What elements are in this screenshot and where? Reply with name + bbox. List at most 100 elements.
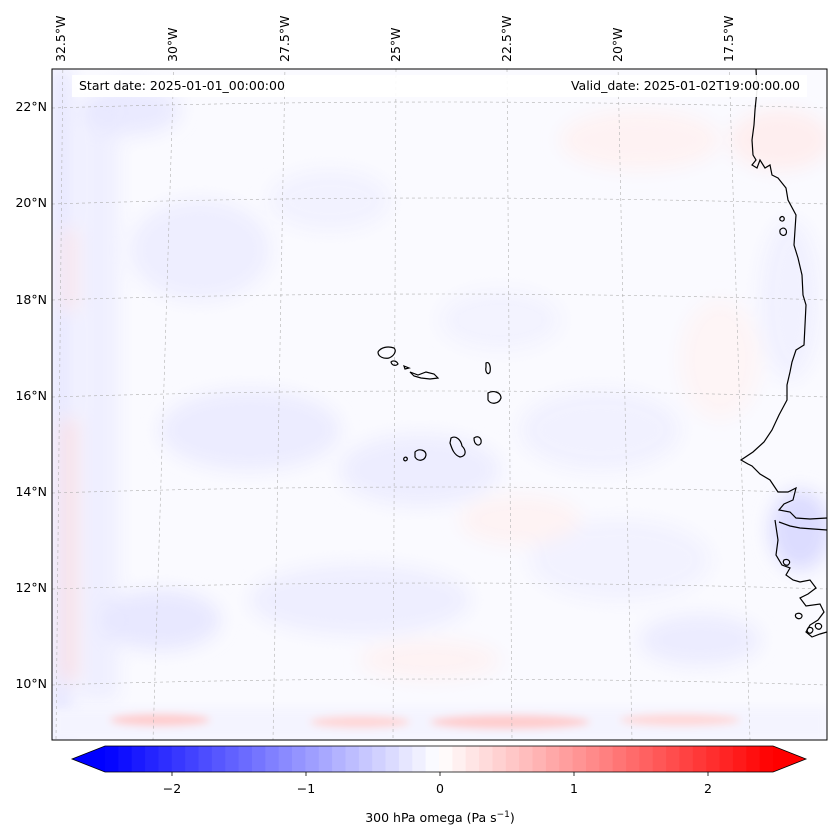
- colorbar-cell: [465, 746, 480, 772]
- lat-label-20n: 20°N: [15, 195, 47, 210]
- africa-coastline: [739, 69, 827, 520]
- coastlines: [377, 69, 827, 638]
- meridian-line: [272, 69, 286, 740]
- lat-label-12n: 12°N: [15, 580, 47, 595]
- colorbar-cell: [479, 746, 494, 772]
- omega-bottom-band: [52, 708, 827, 740]
- colorbar-cell: [706, 746, 721, 772]
- colorbar-cell: [639, 746, 654, 772]
- colorbar-cell: [679, 746, 694, 772]
- lon-label-27-5w: 27.5°W: [277, 16, 292, 62]
- colorbar-cell: [198, 746, 213, 772]
- island-sao-nicolau: [409, 371, 440, 380]
- meridian-line: [617, 69, 633, 740]
- colorbar-cell: [118, 746, 133, 772]
- cbar-label-m1: −1: [297, 781, 315, 796]
- lon-label-30w: 30°W: [165, 27, 180, 62]
- colorbar-cell: [505, 746, 520, 772]
- graticule: [52, 69, 827, 740]
- colorbar-cell: [652, 746, 667, 772]
- colorbar-cell: [425, 746, 440, 772]
- coast-island-4: [779, 227, 788, 236]
- colorbar-cell: [519, 746, 534, 772]
- colorbar-title-close: ): [510, 810, 515, 825]
- colorbar-cell: [345, 746, 360, 772]
- valid-date-label: Valid_date: 2025-01-02T19:00:00.00: [571, 78, 800, 93]
- parallel-line: [52, 197, 827, 205]
- colorbar-ticks: [171, 772, 709, 776]
- island-sao-vicente: [390, 360, 399, 366]
- island-maio: [473, 436, 482, 446]
- cbar-label-1: 1: [570, 781, 578, 796]
- colorbar-cell: [225, 746, 240, 772]
- colorbar-cell: [666, 746, 681, 772]
- colorbar-cell: [131, 746, 146, 772]
- colorbar-cell: [626, 746, 640, 772]
- coast-island-5: [779, 215, 785, 222]
- parallel-line: [52, 486, 827, 494]
- colorbar-min-extend: [72, 746, 105, 772]
- colorbar-cell: [145, 746, 160, 772]
- meridian-line: [55, 69, 64, 740]
- coast-island-2: [814, 622, 823, 630]
- colorbar-cell: [265, 746, 280, 772]
- cbar-label-m2: −2: [163, 781, 181, 796]
- map-frame: [51, 68, 828, 741]
- colorbar-title-main: 300 hPa omega (Pa s: [365, 810, 496, 825]
- colorbar-cell: [572, 746, 587, 772]
- parallel-line: [52, 678, 827, 686]
- colorbar: −2 −1 0 1 2 300 hPa omega (Pa s−1): [70, 745, 808, 825]
- bijagos-island: [782, 558, 791, 566]
- colorbar-cell: [238, 746, 253, 772]
- longitude-labels: 32.5°W 30°W 27.5°W 25°W 22.5°W 20°W 17.5…: [53, 16, 736, 62]
- island-sal: [485, 361, 491, 375]
- map-panel: Start date: 2025-01-01_00:00:00 Valid_da…: [51, 68, 828, 741]
- colorbar-cell: [278, 746, 293, 772]
- lat-label-18n: 18°N: [15, 292, 47, 307]
- lat-label-22n: 22°N: [15, 99, 47, 114]
- cbar-label-0: 0: [436, 781, 444, 796]
- island-brava: [403, 456, 408, 462]
- omega-field: [52, 69, 827, 740]
- colorbar-cells: [72, 746, 806, 772]
- lon-label-17-5w: 17.5°W: [721, 16, 736, 62]
- colorbar-cell: [358, 746, 373, 772]
- parallel-line: [52, 101, 827, 109]
- colorbar-title-exponent: −1: [497, 810, 510, 820]
- start-date-label: Start date: 2025-01-01_00:00:00: [79, 78, 285, 93]
- parallel-line: [52, 390, 827, 398]
- colorbar-cell: [746, 746, 761, 772]
- colorbar-cell: [599, 746, 614, 772]
- colorbar-cell: [545, 746, 560, 772]
- gambia-inlet: [778, 521, 827, 531]
- parallel-line: [52, 293, 827, 301]
- colorbar-cell: [171, 746, 186, 772]
- omega-field-blobs: [52, 69, 827, 740]
- colorbar-cell: [559, 746, 574, 772]
- island-santo-antao: [377, 346, 396, 359]
- colorbar-cell: [251, 746, 266, 772]
- colorbar-cell: [732, 746, 747, 772]
- colorbar-cell: [439, 746, 453, 772]
- lat-label-10n: 10°N: [15, 676, 47, 691]
- island-boa-vista: [487, 391, 502, 404]
- island-santa-luzia: [403, 364, 411, 370]
- meridian-line: [728, 69, 751, 740]
- lon-label-20w: 20°W: [610, 27, 625, 62]
- colorbar-cell: [612, 746, 627, 772]
- colorbar-cell: [492, 746, 507, 772]
- colorbar-cell: [412, 746, 427, 772]
- colorbar-cell: [692, 746, 707, 772]
- colorbar-cell: [452, 746, 467, 772]
- lat-label-14n: 14°N: [15, 484, 47, 499]
- lon-label-22-5w: 22.5°W: [499, 16, 514, 62]
- colorbar-cell: [398, 746, 413, 772]
- colorbar-cell: [759, 746, 774, 772]
- coast-island-3: [806, 626, 814, 634]
- cbar-label-2: 2: [704, 781, 712, 796]
- latitude-labels: 22°N 20°N 18°N 16°N 14°N 12°N 10°N: [15, 99, 47, 691]
- lon-label-32-5w: 32.5°W: [53, 16, 68, 62]
- lat-label-16n: 16°N: [15, 388, 47, 403]
- island-fogo: [414, 449, 427, 461]
